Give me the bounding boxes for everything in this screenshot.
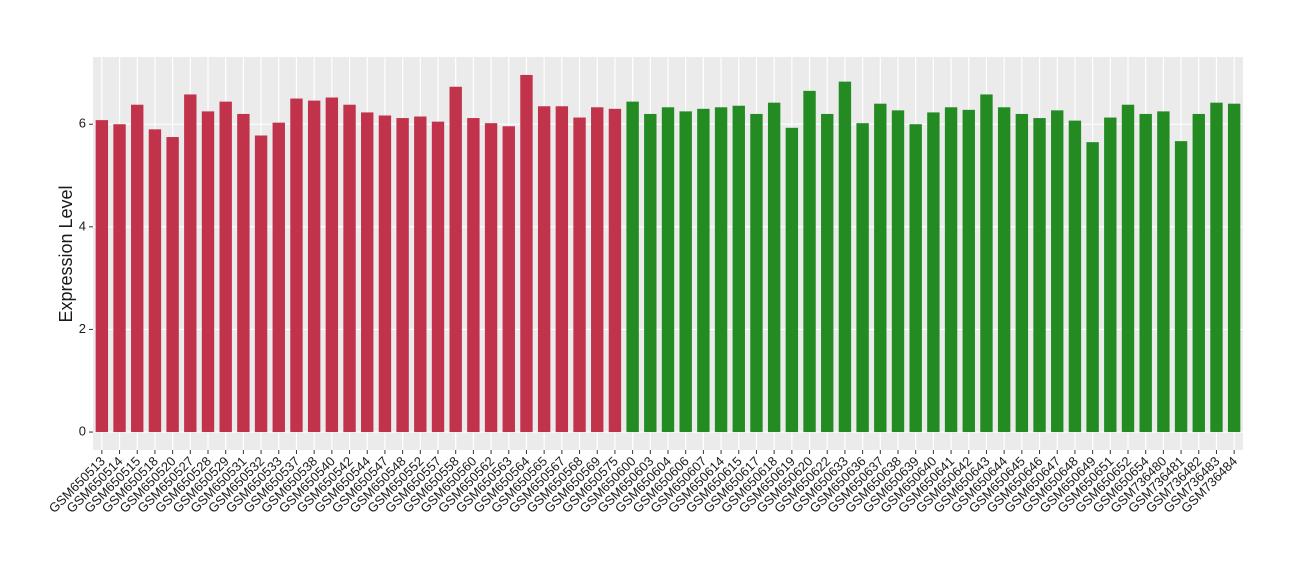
bar (1068, 120, 1082, 433)
bar (626, 101, 639, 433)
bar (874, 103, 887, 433)
bar (1139, 113, 1152, 433)
bar (254, 135, 268, 433)
bar (1121, 104, 1135, 433)
bar (1157, 111, 1170, 433)
bar (325, 97, 339, 433)
bar (414, 116, 427, 433)
bar (644, 113, 657, 433)
bar (237, 113, 250, 433)
bar (1227, 103, 1241, 433)
bar (732, 105, 745, 433)
bar (113, 124, 126, 433)
bar (1210, 102, 1223, 433)
bar (962, 109, 975, 433)
y-tick-label: 0 (79, 423, 86, 438)
bar (1033, 118, 1046, 433)
bar (166, 137, 179, 433)
bar (591, 107, 604, 433)
bar (201, 111, 215, 433)
bar (219, 101, 232, 433)
bar (803, 90, 816, 433)
bar (573, 117, 586, 433)
bar (767, 102, 781, 433)
y-tick-label: 2 (79, 321, 86, 336)
bar (537, 106, 551, 433)
bar (449, 86, 462, 433)
bar (1174, 141, 1188, 433)
bar (1104, 117, 1117, 433)
bar (909, 124, 922, 433)
bar (1086, 142, 1099, 433)
bar (307, 100, 321, 433)
bar (714, 107, 728, 433)
bar (290, 98, 303, 433)
bar (697, 108, 710, 433)
y-tick-label: 6 (79, 116, 86, 131)
bar (361, 112, 374, 433)
bar (184, 94, 197, 433)
bar (343, 104, 356, 433)
bar (997, 107, 1011, 433)
bar (378, 115, 392, 433)
bar (502, 126, 515, 433)
bar (1192, 113, 1205, 433)
y-axis-title: Expression Level (56, 185, 76, 322)
bar (520, 74, 533, 433)
bar (484, 123, 498, 433)
bar (467, 118, 480, 433)
bar (838, 81, 852, 433)
bar (856, 123, 869, 433)
bar (785, 127, 799, 433)
bar (821, 113, 834, 433)
bar (131, 104, 144, 433)
y-tick-label: 4 (79, 218, 86, 233)
bar (927, 112, 940, 433)
bar (1051, 110, 1064, 433)
bar (431, 121, 445, 433)
bar (396, 118, 409, 433)
bar (148, 129, 162, 433)
bar (272, 122, 285, 433)
bar (555, 106, 569, 433)
bar (661, 107, 675, 433)
bar (95, 120, 109, 433)
bar (608, 108, 622, 433)
bar (980, 94, 993, 433)
bar (1015, 113, 1029, 433)
bar (944, 107, 958, 433)
bar (750, 113, 763, 433)
bar (679, 111, 692, 433)
bar (891, 110, 905, 433)
